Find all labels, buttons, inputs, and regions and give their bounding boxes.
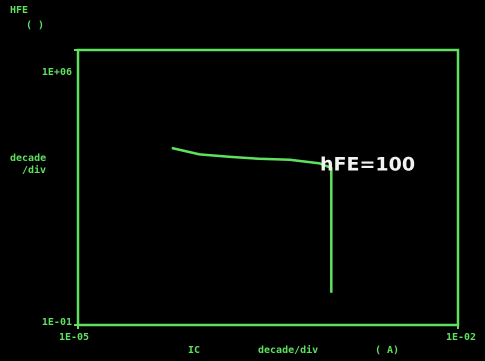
y-scale-label: decade [10,153,46,164]
screen: HFE ( ) decade /div IC decade/div ( A) 1… [0,0,485,361]
y-tick-label: 1E-01 [42,317,72,328]
annotation: hFE=100 [320,154,415,176]
background [0,0,485,361]
x-tick-label: 1E-05 [59,332,89,343]
x-label: IC [188,345,200,356]
y-tick-label: 1E+06 [42,67,72,78]
y-scale-label: /div [22,164,46,176]
x-tick-label: 1E-02 [446,332,476,343]
y-label: HFE [10,5,28,16]
x-scale-label: decade/div [258,344,318,356]
x-unit: ( A) [375,345,399,356]
y-unit: ( ) [26,20,44,31]
